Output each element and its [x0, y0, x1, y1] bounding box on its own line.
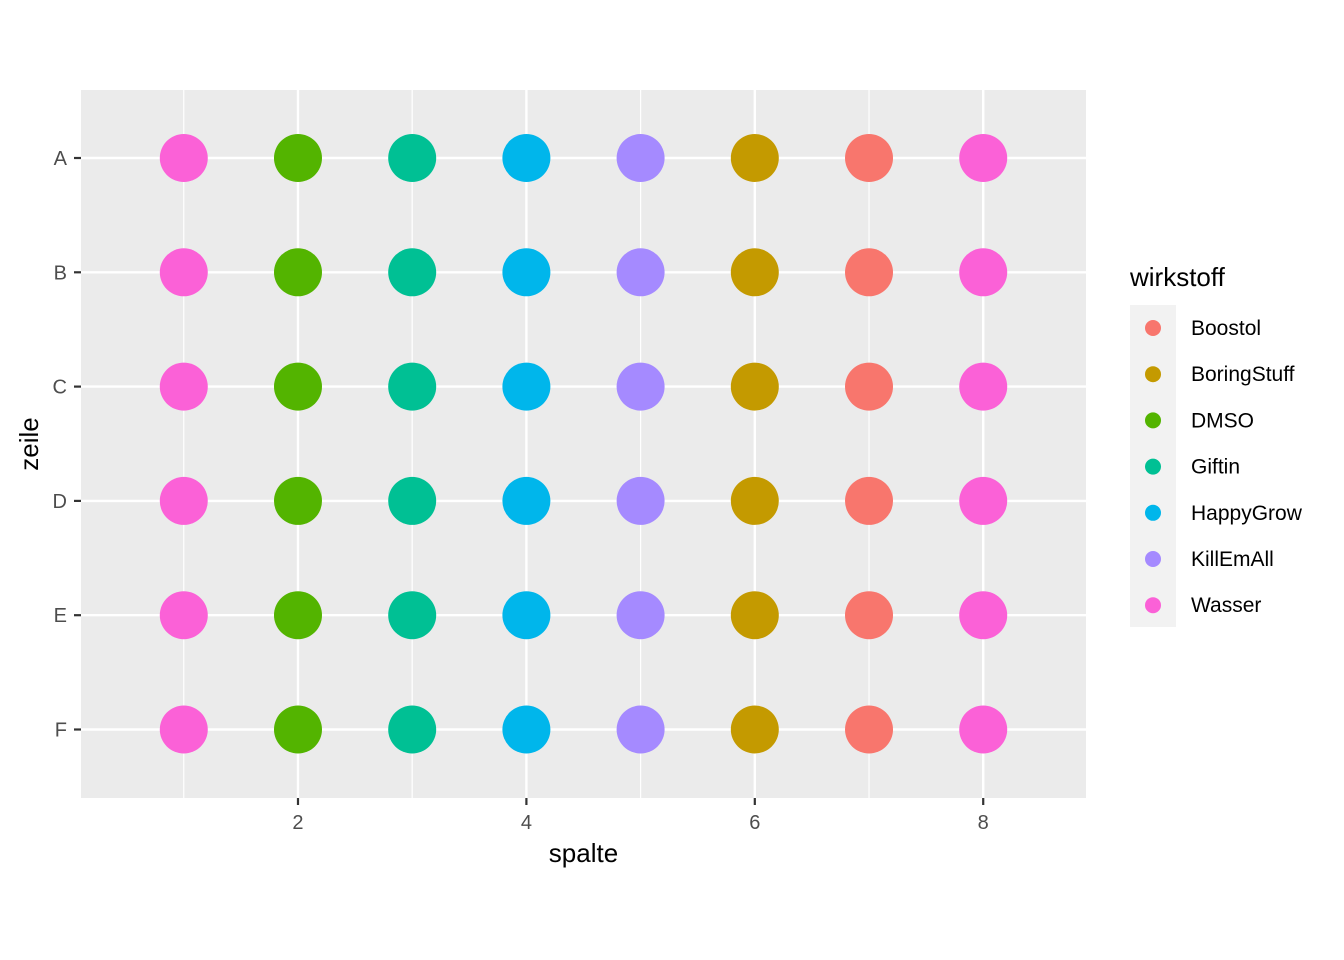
data-point-C2	[273, 362, 322, 411]
data-point-A6	[730, 134, 779, 182]
data-point-E1	[159, 591, 208, 640]
data-point-E6	[730, 591, 779, 640]
data-point-B3	[388, 248, 437, 297]
data-point-E7	[845, 591, 894, 640]
data-point-F4	[502, 705, 551, 754]
data-point-C6	[730, 362, 779, 411]
x-axis: 2 4 6 8	[292, 798, 989, 834]
y-axis: A B C D E F	[53, 148, 81, 742]
legend: wirkstoff Boostol BoringStuff DMSO Giftin Ha…	[1129, 262, 1303, 627]
y-tick-label: E	[54, 605, 67, 627]
data-point-A2	[273, 134, 322, 182]
data-point-B2	[273, 248, 322, 297]
legend-label: Wasser	[1191, 594, 1261, 617]
data-points	[159, 134, 1008, 754]
data-point-E5	[616, 591, 665, 640]
data-point-F2	[273, 705, 322, 754]
legend-key	[1145, 412, 1161, 429]
data-point-F5	[616, 705, 665, 754]
legend-label: Boostol	[1191, 317, 1261, 340]
data-point-D1	[159, 476, 208, 525]
legend-label: BoringStuff	[1191, 363, 1295, 386]
data-point-B6	[730, 248, 779, 297]
data-point-A8	[959, 134, 1008, 182]
data-point-A5	[616, 134, 665, 182]
data-point-F7	[845, 705, 894, 754]
data-point-E3	[388, 591, 437, 640]
data-point-F8	[959, 705, 1008, 754]
data-point-A4	[502, 134, 551, 182]
y-axis-title: zeile	[14, 417, 44, 470]
x-tick-label: 6	[749, 812, 760, 834]
data-point-B4	[502, 248, 551, 297]
y-tick-label: F	[55, 720, 67, 742]
grid-major	[81, 90, 1086, 798]
data-point-D6	[730, 476, 779, 525]
grid-minor	[183, 90, 870, 798]
data-point-A1	[159, 134, 208, 182]
data-point-C4	[502, 362, 551, 411]
legend-key	[1145, 504, 1161, 521]
data-point-E2	[273, 591, 322, 640]
x-tick-label: 4	[521, 812, 532, 834]
data-point-B1	[159, 248, 208, 297]
legend-label: HappyGrow	[1191, 502, 1303, 525]
data-point-F3	[388, 705, 437, 754]
data-point-D3	[388, 476, 437, 525]
legend-key	[1145, 366, 1161, 383]
data-point-D5	[616, 476, 665, 525]
data-point-D2	[273, 476, 322, 525]
data-point-D8	[959, 476, 1008, 525]
x-tick-label: 2	[292, 812, 303, 834]
legend-key	[1145, 320, 1161, 336]
data-point-F6	[730, 705, 779, 754]
y-tick-label: A	[54, 148, 68, 170]
legend-label: Giftin	[1191, 456, 1240, 479]
data-point-C1	[159, 362, 208, 411]
y-tick-label: D	[53, 491, 67, 513]
data-point-A3	[388, 134, 437, 182]
data-point-B5	[616, 248, 665, 297]
panel-background	[81, 90, 1086, 798]
x-tick-label: 8	[978, 812, 989, 834]
data-point-A7	[845, 134, 894, 182]
legend-title: wirkstoff	[1129, 262, 1226, 292]
data-point-C5	[616, 362, 665, 411]
data-point-C8	[959, 362, 1008, 411]
y-tick-label: B	[54, 262, 67, 284]
x-axis-title: spalte	[549, 838, 618, 868]
data-point-D4	[502, 476, 551, 525]
legend-key	[1145, 458, 1161, 475]
legend-key	[1145, 597, 1161, 614]
data-point-C3	[388, 362, 437, 411]
legend-key	[1145, 551, 1161, 567]
legend-label: KillEmAll	[1191, 548, 1274, 571]
legend-label: DMSO	[1191, 409, 1254, 432]
data-point-F1	[159, 705, 208, 754]
data-point-E4	[502, 591, 551, 640]
data-point-B7	[845, 248, 894, 297]
data-point-C7	[845, 362, 894, 411]
data-point-B8	[959, 248, 1008, 297]
y-tick-label: C	[53, 377, 67, 399]
data-point-D7	[845, 476, 894, 525]
data-point-E8	[959, 591, 1008, 640]
